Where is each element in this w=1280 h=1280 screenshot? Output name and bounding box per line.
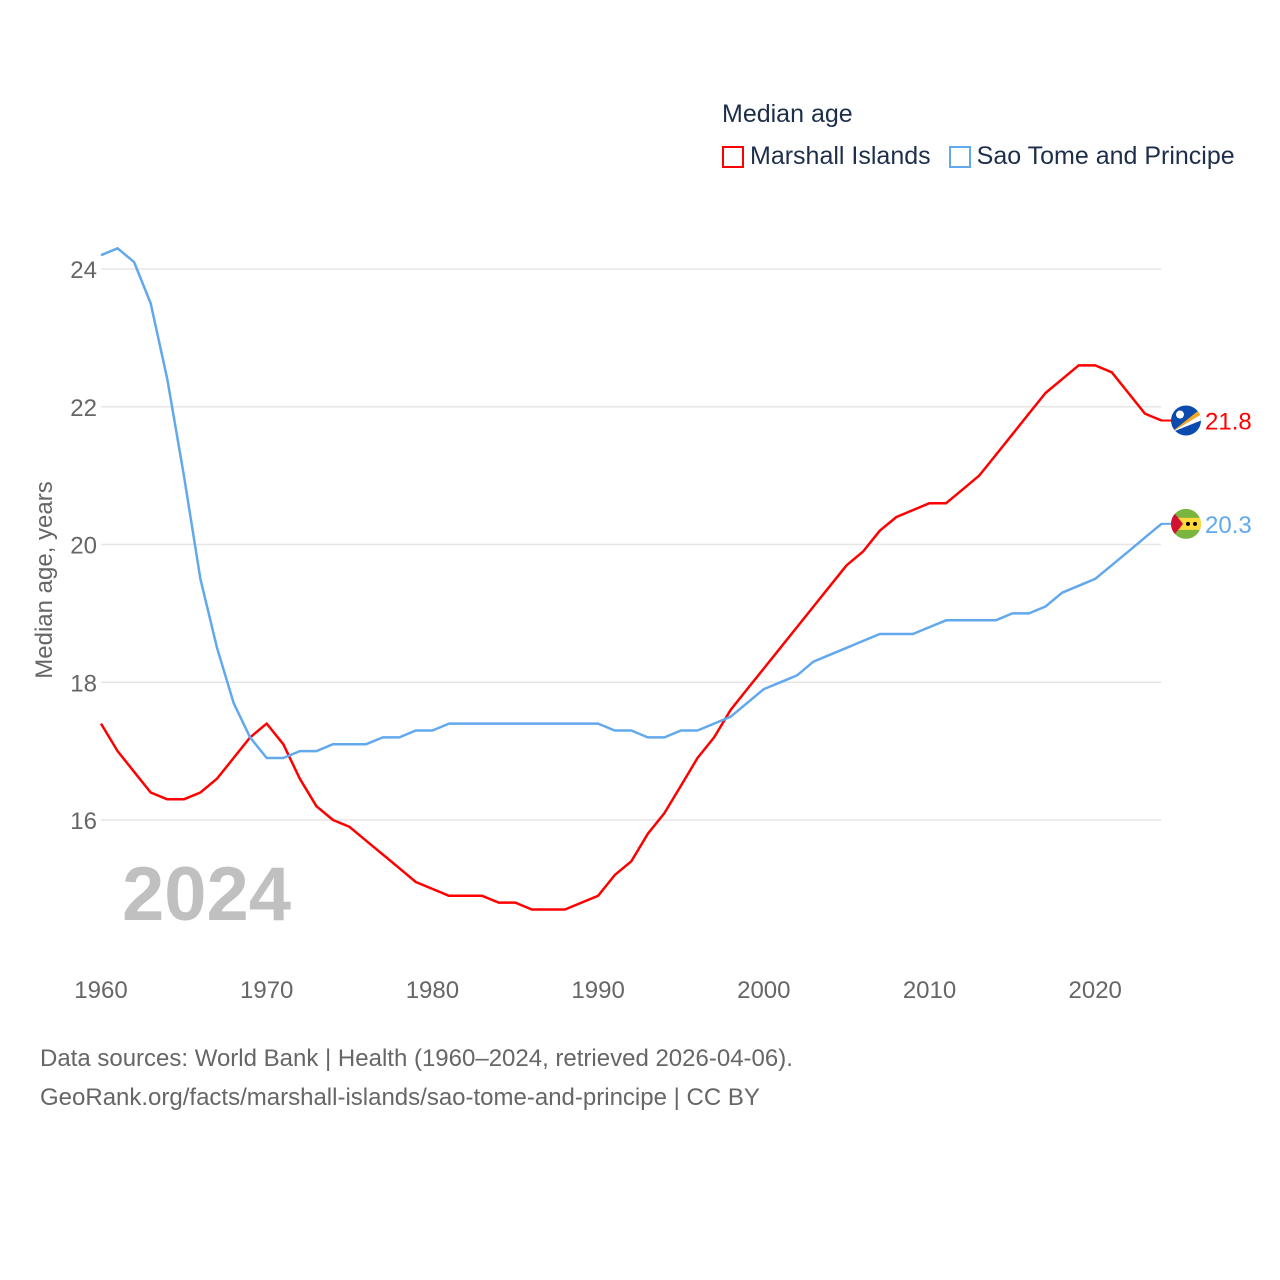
flag-stripe-orange xyxy=(1171,408,1201,433)
flag-star xyxy=(1193,521,1197,526)
flag-stripe-white xyxy=(1171,414,1201,433)
y-tick-label: 24 xyxy=(70,257,97,284)
y-tick-label: 22 xyxy=(70,395,97,422)
marshall-islands-flag-icon xyxy=(1171,405,1201,436)
x-tick-label: 1970 xyxy=(240,977,293,1004)
flag-star xyxy=(1186,521,1190,526)
footer-sources: Data sources: World Bank | Health (1960–… xyxy=(40,1045,793,1072)
end-value-label: 21.8 xyxy=(1205,409,1252,436)
end-value-label: 20.3 xyxy=(1205,512,1252,539)
y-tick-label: 16 xyxy=(70,808,97,835)
x-tick-label: 1990 xyxy=(571,977,624,1004)
x-tick-label: 2000 xyxy=(737,977,790,1004)
x-tick-label: 2020 xyxy=(1069,977,1122,1004)
legend-item-marshall-islands[interactable]: Marshall Islands xyxy=(722,142,931,171)
legend-item-sao-tome[interactable]: Sao Tome and Principe xyxy=(948,142,1235,171)
series-line-sao-tome-and-principe xyxy=(100,247,1163,760)
legend-swatch xyxy=(948,145,971,168)
y-axis-label: Median age, years xyxy=(31,481,58,678)
legend: Marshall Islands Sao Tome and Principe xyxy=(722,142,1235,171)
x-tick-label: 2010 xyxy=(903,977,956,1004)
legend-swatch xyxy=(722,145,744,168)
footer-url[interactable]: GeoRank.org/facts/marshall-islands/sao-t… xyxy=(40,1084,760,1111)
series-line-marshall-islands xyxy=(99,364,1162,911)
y-tick-label: 18 xyxy=(70,670,97,697)
legend-label: Marshall Islands xyxy=(750,142,931,170)
x-tick-label: 1980 xyxy=(406,977,459,1004)
legend-label: Sao Tome and Principe xyxy=(976,142,1235,170)
flag-star xyxy=(1176,410,1184,419)
legend-title: Median age xyxy=(722,100,853,128)
sao-tome-and-principe-flag-icon xyxy=(1171,508,1201,539)
year-watermark: 2024 xyxy=(122,852,291,937)
y-tick-label: 20 xyxy=(70,533,97,560)
flag-red-triangle xyxy=(1171,508,1183,539)
x-tick-label: 1960 xyxy=(74,977,127,1004)
